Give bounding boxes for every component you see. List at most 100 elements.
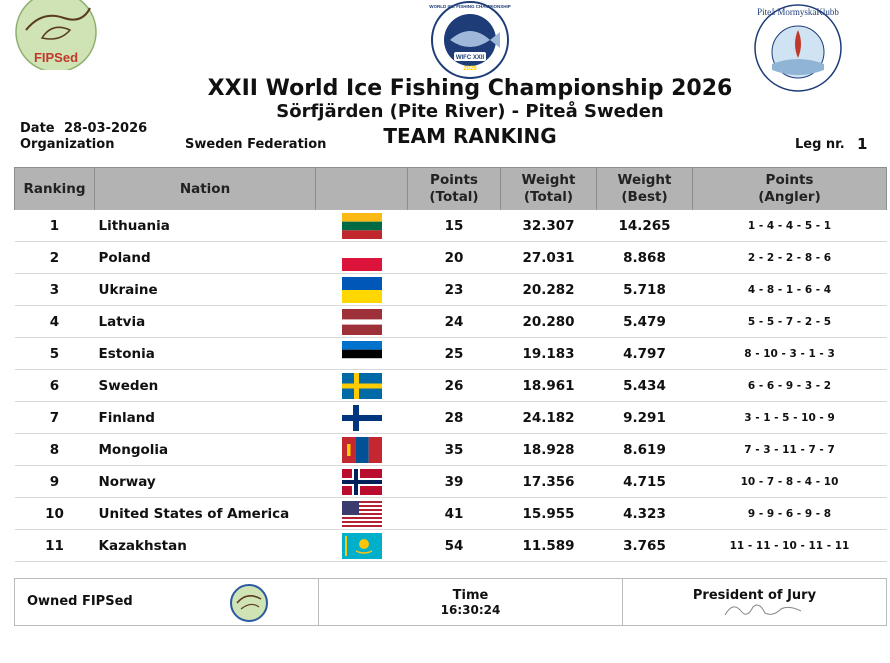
weight-total-cell: 15.955: [500, 497, 597, 530]
header-weight-total: Weight (Total): [500, 167, 597, 210]
weight-total-cell: 18.961: [500, 369, 597, 402]
points-total-cell: 35: [407, 433, 501, 466]
weight-best-cell: 4.797: [596, 337, 693, 370]
weight-total-cell: 32.307: [500, 210, 597, 242]
points-total-cell: 15: [407, 210, 501, 242]
rank-cell: 4: [14, 305, 95, 338]
date-value: 28-03-2026: [64, 121, 148, 136]
nation-cell: Poland: [94, 241, 316, 274]
rank-cell: 5: [14, 337, 95, 370]
table-row: 1 Lithuania 15 32.307 14.265 1 - 4 - 4 -…: [14, 210, 887, 242]
flag-cell: [315, 337, 408, 370]
organization-label: Organization: [20, 137, 115, 152]
points-angler-cell: 8 - 10 - 3 - 1 - 3: [692, 337, 887, 370]
header-points-total: Points (Total): [407, 167, 501, 210]
nation-cell: Ukraine: [94, 273, 316, 306]
wifc-logo-badge: WIFC XXII: [456, 55, 485, 61]
flag-finland-icon: [341, 404, 382, 431]
flag-ukraine-icon: [341, 276, 382, 303]
points-angler-cell: 1 - 4 - 4 - 5 - 1: [692, 210, 887, 242]
points-total-cell: 39: [407, 465, 501, 498]
table-row: 9 Norway 39 17.356 4.715 10 - 7 - 8 - 4 …: [14, 465, 887, 498]
time-label: Time: [452, 588, 489, 603]
footer-owned-cell: Owned FIPSed: [15, 579, 319, 625]
rank-cell: 2: [14, 241, 95, 274]
points-angler-cell: 5 - 5 - 7 - 2 - 5: [692, 305, 887, 338]
nation-cell: Lithuania: [94, 210, 316, 242]
points-total-cell: 25: [407, 337, 501, 370]
owned-label: Owned FIPSed: [27, 594, 133, 609]
weight-total-cell: 20.282: [500, 273, 597, 306]
leg-value: 1: [857, 135, 868, 153]
leg-label: Leg nr.: [795, 137, 845, 152]
venue-subtitle: Sörfjärden (Pite River) - Piteå Sweden: [276, 101, 664, 122]
points-angler-cell: 11 - 11 - 10 - 11 - 11: [692, 529, 887, 562]
rank-cell: 11: [14, 529, 95, 562]
header-ranking: Ranking: [14, 167, 95, 210]
header-flag: [315, 167, 408, 210]
weight-best-cell: 8.619: [596, 433, 693, 466]
points-angler-cell: 7 - 3 - 11 - 7 - 7: [692, 433, 887, 466]
points-angler-cell: 4 - 8 - 1 - 6 - 4: [692, 273, 887, 306]
time-value: 16:30:24: [440, 603, 501, 617]
weight-best-cell: 14.265: [596, 210, 693, 242]
rank-cell: 7: [14, 401, 95, 434]
flag-cell: [315, 210, 408, 242]
weight-best-cell: 4.715: [596, 465, 693, 498]
weight-total-cell: 24.182: [500, 401, 597, 434]
points-total-cell: 41: [407, 497, 501, 530]
points-total-cell: 24: [407, 305, 501, 338]
weight-best-cell: 5.718: [596, 273, 693, 306]
wifc-logo-ring-text: WORLD ICE FISHING CHAMPIONSHIP: [429, 4, 511, 9]
team-ranking-table: Ranking Nation Points (Total) Weight (Tota…: [14, 167, 887, 562]
flag-cell: [315, 305, 408, 338]
table-body: 1 Lithuania 15 32.307 14.265 1 - 4 - 4 -…: [14, 210, 887, 562]
flag-cell: [315, 273, 408, 306]
points-angler-cell: 9 - 9 - 6 - 9 - 8: [692, 497, 887, 530]
flag-cell: [315, 241, 408, 274]
wifc-logo-year: 2026: [463, 66, 477, 72]
table-row: 10 United States of America 41 15.955 4.…: [14, 497, 887, 530]
table-row: 5 Estonia 25 19.183 4.797 8 - 10 - 3 - 1…: [14, 337, 887, 370]
flag-cell: [315, 497, 408, 530]
flag-cell: [315, 369, 408, 402]
rank-cell: 1: [14, 210, 95, 242]
nation-cell: Mongolia: [94, 433, 316, 466]
flag-norway-icon: [341, 468, 382, 495]
nation-cell: Sweden: [94, 369, 316, 402]
weight-best-cell: 4.323: [596, 497, 693, 530]
rank-cell: 3: [14, 273, 95, 306]
fipsed-logo: FIPSed: [15, 0, 97, 70]
points-angler-cell: 3 - 1 - 5 - 10 - 9: [692, 401, 887, 434]
footer-time-cell: Time 16:30:24: [319, 579, 623, 625]
flag-kazakhstan-icon: [341, 532, 382, 559]
flag-estonia-icon: [341, 340, 382, 367]
points-angler-cell: 6 - 6 - 9 - 3 - 2: [692, 369, 887, 402]
rank-cell: 9: [14, 465, 95, 498]
nation-cell: United States of America: [94, 497, 316, 530]
wifc-logo: WIFC XXII 2026 WORLD ICE FISHING CHAMPIO…: [429, 1, 511, 79]
rank-cell: 6: [14, 369, 95, 402]
weight-best-cell: 8.868: [596, 241, 693, 274]
flag-cell: [315, 401, 408, 434]
table-row: 4 Latvia 24 20.280 5.479 5 - 5 - 7 - 2 -…: [14, 305, 887, 338]
flag-cell: [315, 465, 408, 498]
organization-value: Sweden Federation: [185, 137, 327, 152]
table-row: 11 Kazakhstan 54 11.589 3.765 11 - 11 - …: [14, 529, 887, 562]
weight-best-cell: 5.479: [596, 305, 693, 338]
table-header-row: Ranking Nation Points (Total) Weight (Tota…: [14, 167, 887, 210]
nation-cell: Latvia: [94, 305, 316, 338]
weight-total-cell: 18.928: [500, 433, 597, 466]
weight-total-cell: 17.356: [500, 465, 597, 498]
weight-total-cell: 19.183: [500, 337, 597, 370]
footer-bar: Owned FIPSed Time 16:30:24 President of …: [14, 578, 887, 626]
pitea-mormyska-logo: Piteå MormyskaKlubb: [754, 4, 842, 92]
points-angler-cell: 10 - 7 - 8 - 4 - 10: [692, 465, 887, 498]
table-row: 2 Poland 20 27.031 8.868 2 - 2 - 2 - 8 -…: [14, 241, 887, 274]
weight-total-cell: 11.589: [500, 529, 597, 562]
date-label: Date: [20, 121, 55, 136]
points-angler-cell: 2 - 2 - 2 - 8 - 6: [692, 241, 887, 274]
weight-best-cell: 9.291: [596, 401, 693, 434]
fipsed-seal-icon: [230, 584, 268, 622]
flag-poland-icon: [341, 244, 382, 271]
